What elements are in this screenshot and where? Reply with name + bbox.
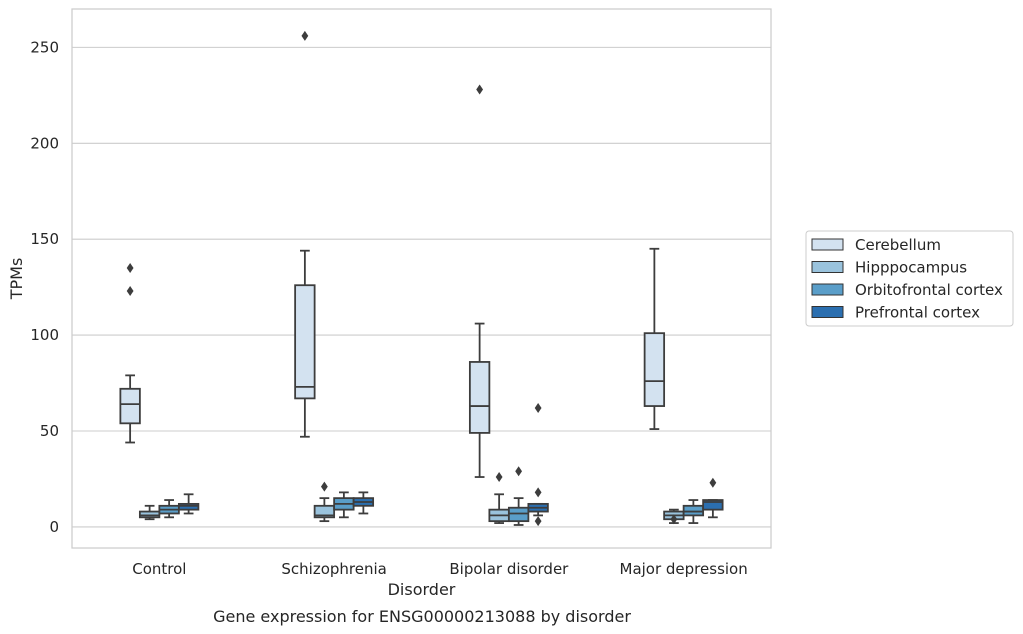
y-axis-label: TPMs	[7, 258, 26, 301]
y-tick-label: 250	[30, 38, 59, 56]
legend-swatch	[811, 238, 844, 251]
box	[177, 502, 200, 511]
y-tick-label: 150	[30, 230, 59, 248]
outlier-point	[534, 516, 542, 527]
box-group	[682, 499, 705, 524]
box-group	[507, 466, 530, 526]
outlier-point	[126, 262, 134, 273]
box-plots	[119, 30, 724, 527]
legend-frame	[805, 230, 1014, 327]
outlier-point	[709, 477, 717, 488]
outlier-point	[534, 402, 542, 413]
box-group	[294, 30, 316, 438]
x-tick-labels: Control Schizophrenia Bipolar disorder Majo…	[132, 560, 747, 578]
box-group	[702, 477, 724, 519]
box-group	[352, 491, 375, 515]
box	[507, 506, 530, 523]
legend-label: Orbitofrontal cortex	[855, 281, 1003, 299]
box-group	[488, 472, 510, 524]
box-group	[333, 491, 355, 519]
legend-label: Cerebellum	[855, 236, 941, 254]
box-group	[643, 247, 666, 430]
y-tick-label: 100	[30, 326, 59, 344]
outlier-point	[534, 487, 542, 498]
y-tick-label: 50	[40, 422, 59, 440]
x-tick-label: Schizophrenia	[281, 560, 386, 578]
legend-swatch	[811, 306, 844, 318]
y-tick-label: 0	[49, 518, 59, 536]
plot-frame	[71, 8, 772, 549]
box	[119, 387, 141, 425]
legend-swatch	[811, 261, 844, 273]
box	[702, 499, 724, 511]
x-tick-label: Bipolar disorder	[449, 560, 569, 578]
y-tick-label: 200	[30, 134, 59, 152]
legend-swatch	[811, 283, 844, 296]
box-group	[138, 504, 161, 521]
outlier-point	[515, 466, 523, 477]
x-tick-label: Control	[132, 560, 186, 578]
box-group	[663, 508, 685, 525]
box-group	[313, 481, 336, 523]
chart-caption: Gene expression for ENSG00000213088 by d…	[213, 607, 631, 626]
box	[682, 504, 705, 517]
box-group	[468, 84, 491, 478]
box-group	[158, 499, 180, 519]
outlier-point	[670, 514, 678, 525]
box	[643, 332, 666, 407]
box	[468, 361, 491, 434]
box-group	[119, 262, 141, 444]
outlier-point	[301, 30, 309, 41]
y-tick-labels: 0 50 100 150 200 250	[30, 38, 59, 536]
box-group	[527, 402, 549, 527]
legend: Cerebellum Hipppocampus Orbitofrontal cort…	[805, 230, 1014, 327]
x-tick-label: Major depression	[620, 560, 748, 578]
legend-label: Hipppocampus	[855, 259, 967, 277]
box-group	[177, 493, 200, 515]
legend-label: Prefrontal cortex	[855, 304, 980, 322]
outlier-point	[476, 84, 484, 95]
outlier-point	[495, 472, 503, 483]
outlier-point	[126, 285, 134, 296]
box	[313, 504, 336, 519]
box	[294, 284, 316, 400]
outlier-point	[320, 481, 328, 492]
x-axis-label: Disorder	[388, 580, 456, 599]
grid-lines	[72, 46, 771, 528]
box	[138, 510, 161, 519]
